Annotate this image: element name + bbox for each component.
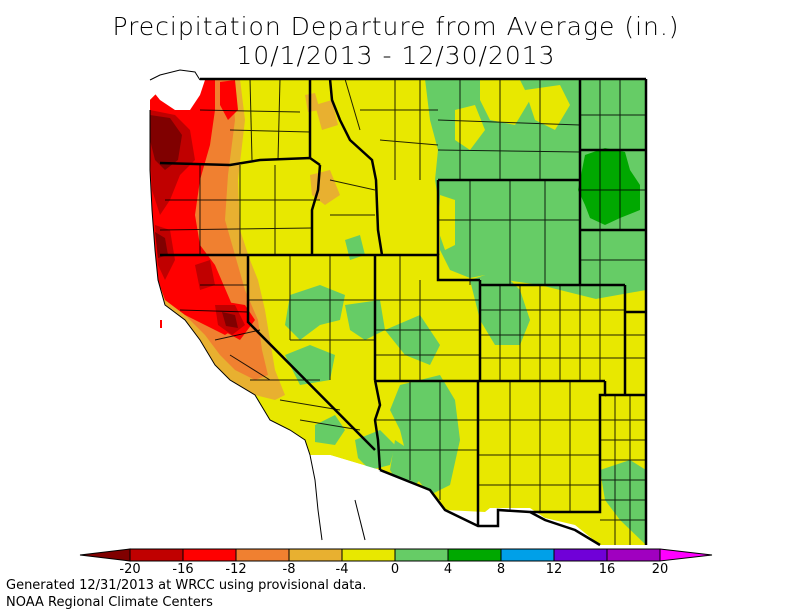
date-range: 10/1/2013 - 12/30/2013	[236, 41, 556, 70]
legend-tick: 20	[651, 562, 669, 577]
legend-tick: -8	[282, 562, 296, 577]
legend-tick: 8	[496, 562, 506, 577]
legend-tick-labels: -20 -16 -12 -8 -4 0 4 8 12 16 20	[0, 562, 792, 578]
legend-tick: 0	[390, 562, 400, 577]
county-boundaries	[159, 78, 646, 545]
offshore-marker	[160, 320, 162, 328]
legend-tick: -4	[335, 562, 349, 577]
coastline	[149, 69, 366, 541]
generated-note: Generated 12/31/2013 at WRCC using provi…	[6, 578, 367, 593]
legend-colorbar	[79, 548, 713, 562]
legend-tick: 4	[443, 562, 453, 577]
legend-tick: -16	[172, 562, 194, 577]
legend-tick: 12	[545, 562, 563, 577]
state-boundaries	[159, 77, 648, 547]
legend-tick: -20	[119, 562, 141, 577]
legend-tick: 16	[598, 562, 616, 577]
map-fill	[0, 58, 646, 545]
map-title: Precipitation Departure from Average (in…	[112, 12, 680, 41]
legend-tick: -12	[225, 562, 247, 577]
legend-arrow-min	[79, 548, 131, 562]
legend-arrow-max	[659, 548, 713, 562]
source-credit: NOAA Regional Climate Centers	[6, 595, 213, 610]
